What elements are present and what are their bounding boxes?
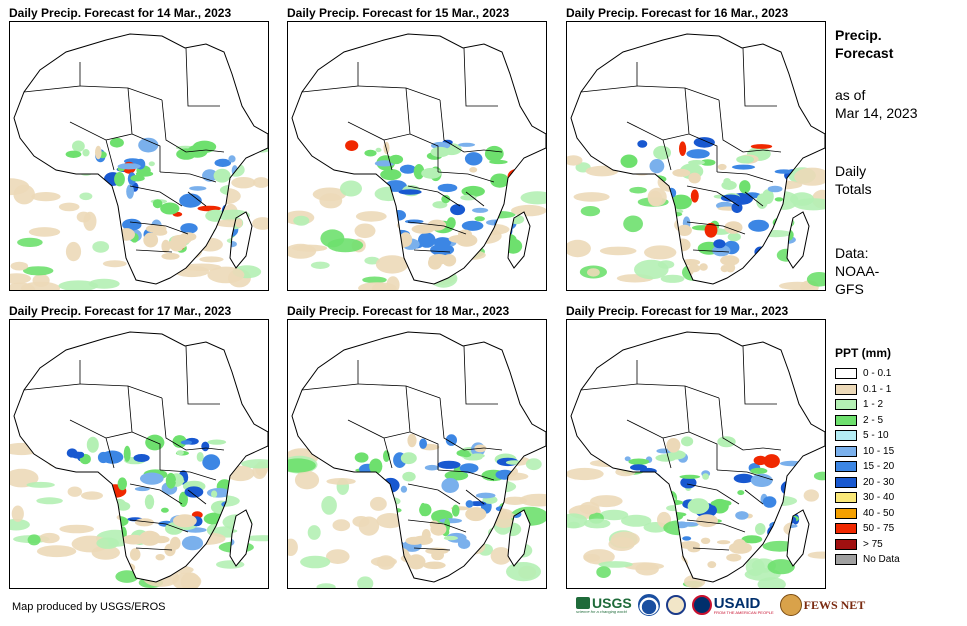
precip-map [9, 21, 269, 291]
precip-map-svg [10, 22, 268, 290]
panel-title: Daily Precip. Forecast for 14 Mar., 2023 [9, 6, 232, 20]
as-of-date: as of Mar 14, 2023 [835, 86, 918, 122]
precip-map-svg [567, 22, 825, 290]
legend-label: 0 - 0.1 [863, 368, 892, 380]
legend-label: 5 - 10 [863, 430, 889, 442]
forecast-heading: Precip. Forecast [835, 26, 893, 62]
legend-item: 50 - 75 [835, 521, 900, 537]
legend-swatch [835, 383, 857, 395]
legend-swatch [835, 538, 857, 550]
usgs-mark-icon [576, 597, 590, 609]
legend-swatch [835, 523, 857, 535]
precip-map [287, 21, 547, 291]
data-source-line-2: NOAA- [835, 263, 880, 279]
forecast-panel-4: Daily Precip. Forecast for 17 Mar., 2023 [9, 303, 271, 589]
data-source: Data: NOAA- GFS [835, 244, 879, 298]
legend-label: 10 - 15 [863, 445, 895, 457]
precip-map [287, 319, 547, 589]
as-of-label: as of [835, 87, 866, 103]
legend-swatch [835, 476, 857, 488]
legend-item: 5 - 10 [835, 428, 900, 444]
legend-item: 30 - 40 [835, 490, 900, 506]
doi-seal-icon [665, 595, 686, 615]
forecast-panel-6: Daily Precip. Forecast for 19 Mar., 2023 [566, 303, 828, 589]
usaid-wordmark: USAID [713, 594, 761, 612]
totals-line-1: Daily [835, 163, 867, 179]
legend-label: 1 - 2 [863, 399, 884, 411]
legend-item: 10 - 15 [835, 444, 900, 460]
legend: PPT (mm) 0 - 0.1 0.1 - 1 1 - 2 2 - 5 5 - 10 1… [835, 346, 900, 568]
legend-label: 15 - 20 [863, 461, 895, 473]
legend-swatch [835, 414, 857, 426]
forecast-panel-3: Daily Precip. Forecast for 16 Mar., 2023 [566, 5, 828, 291]
panel-title: Daily Precip. Forecast for 18 Mar., 2023 [287, 304, 510, 318]
precip-map [566, 21, 826, 291]
precip-map [566, 319, 826, 589]
data-source-line-1: Data: [835, 245, 869, 261]
legend-swatch [835, 461, 857, 473]
usgs-logo: USGS science for a changing world [576, 596, 632, 614]
legend-item: 20 - 30 [835, 475, 900, 491]
noaa-logo-icon [637, 594, 660, 616]
agency-logos: USGS science for a changing world USAID … [576, 594, 865, 616]
legend-label: 0.1 - 1 [863, 383, 892, 395]
usaid-seal-icon [691, 595, 712, 615]
fewsnet-wordmark: FEWS NET [803, 597, 866, 612]
forecast-panel-2: Daily Precip. Forecast for 15 Mar., 2023 [287, 5, 549, 291]
legend-item: No Data [835, 552, 900, 568]
legend-item: 0.1 - 1 [835, 382, 900, 398]
legend-item: 0 - 0.1 [835, 366, 900, 382]
heading-line-2: Forecast [835, 45, 894, 61]
as-of-value: Mar 14, 2023 [835, 105, 918, 121]
legend-label: > 75 [863, 538, 883, 550]
usgs-tagline: science for a changing world [576, 609, 627, 614]
legend-swatch [835, 554, 857, 566]
panel-title: Daily Precip. Forecast for 19 Mar., 2023 [566, 304, 789, 318]
legend-item: > 75 [835, 537, 900, 553]
precip-map-svg [567, 320, 825, 588]
legend-swatch [835, 430, 857, 442]
legend-label: 30 - 40 [863, 492, 895, 504]
legend-label: 20 - 30 [863, 476, 895, 488]
precip-map-svg [10, 320, 268, 588]
legend-swatch [835, 492, 857, 504]
totals-line-2: Totals [835, 181, 872, 197]
legend-swatch [835, 399, 857, 411]
map-credit: Map produced by USGS/EROS [12, 601, 166, 613]
forecast-panel-5: Daily Precip. Forecast for 18 Mar., 2023 [287, 303, 549, 589]
usaid-logo: USAID FROM THE AMERICAN PEOPLE [691, 594, 774, 615]
legend-label: 50 - 75 [863, 523, 895, 535]
heading-line-1: Precip. [835, 27, 882, 43]
legend-label: No Data [863, 554, 900, 566]
legend-item: 1 - 2 [835, 397, 900, 413]
panel-title: Daily Precip. Forecast for 17 Mar., 2023 [9, 304, 232, 318]
panel-title: Daily Precip. Forecast for 15 Mar., 2023 [287, 6, 510, 20]
usgs-wordmark: USGS [592, 595, 632, 611]
totals-note: Daily Totals [835, 162, 872, 198]
legend-label: 2 - 5 [863, 414, 884, 426]
legend-swatch [835, 507, 857, 519]
data-source-line-3: GFS [835, 281, 864, 297]
fewsnet-logo: FEWS NET [779, 594, 866, 616]
panel-title: Daily Precip. Forecast for 16 Mar., 2023 [566, 6, 789, 20]
legend-item: 2 - 5 [835, 413, 900, 429]
legend-item: 40 - 50 [835, 506, 900, 522]
legend-swatch [835, 368, 857, 380]
precip-map-svg [288, 320, 546, 588]
legend-title: PPT (mm) [835, 346, 892, 360]
usaid-tagline: FROM THE AMERICAN PEOPLE [713, 609, 774, 615]
precip-map-svg [288, 22, 546, 290]
forecast-panel-1: Daily Precip. Forecast for 14 Mar., 2023 [9, 5, 271, 291]
legend-item: 15 - 20 [835, 459, 900, 475]
legend-items: 0 - 0.1 0.1 - 1 1 - 2 2 - 5 5 - 10 10 - 15 15 … [835, 366, 900, 568]
legend-swatch [835, 445, 857, 457]
fewsnet-globe-icon [779, 594, 802, 616]
precip-map [9, 319, 269, 589]
legend-label: 40 - 50 [863, 507, 895, 519]
